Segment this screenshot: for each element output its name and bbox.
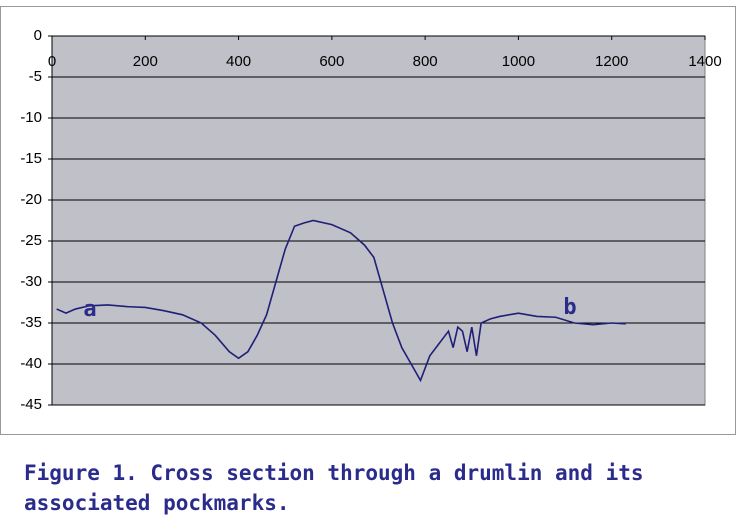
y-tick-label: -35	[20, 314, 42, 331]
x-tick-label: 200	[133, 53, 158, 70]
plot-area	[51, 35, 706, 406]
annotation: a	[83, 297, 96, 322]
caption: Figure 1. Cross section through a drumli…	[24, 461, 644, 515]
y-tick-label: -40	[20, 355, 42, 372]
data-line	[56, 219, 626, 383]
y-tick-label: -45	[20, 396, 42, 413]
y-tick-label: -25	[20, 232, 42, 249]
y-tick-label: 0	[34, 27, 42, 44]
y-tick-label: -10	[20, 109, 42, 126]
x-tick-label: 800	[413, 53, 438, 70]
x-tick-label: 1000	[502, 53, 535, 70]
annotation: b	[563, 295, 576, 320]
x-tick-label: 1400	[688, 53, 721, 70]
y-tick-label: -30	[20, 273, 42, 290]
y-tick-label: -15	[20, 150, 42, 167]
y-tick-label: -20	[20, 191, 42, 208]
x-tick-label: 1200	[595, 53, 628, 70]
chart: 0-5-10-15-20-25-30-35-40-450 200 400 600 800…	[0, 6, 736, 435]
x-tick-label: 400	[226, 53, 251, 70]
x-tick-label: 600	[319, 53, 344, 70]
frame	[0, 6, 736, 435]
y-tick-label: -5	[29, 68, 42, 85]
